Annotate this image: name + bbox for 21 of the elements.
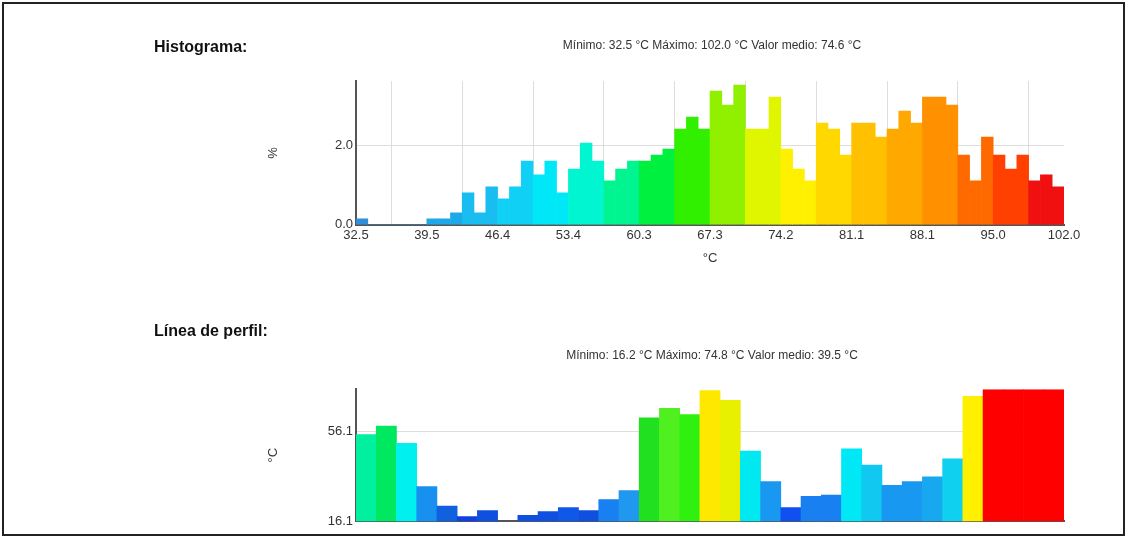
y-axis-title: °C — [265, 447, 281, 463]
text: Línea de perfil: — [154, 322, 268, 340]
x-tick-label: 67.3 — [697, 227, 723, 243]
x-tick-label: 102.0 — [1047, 227, 1081, 243]
y-tick-label: 56.1 — [327, 423, 353, 439]
x-tick-label: 32.5 — [343, 227, 369, 243]
x-tick-label: 81.1 — [838, 227, 865, 243]
chart-subtitle: Mínimo: 16.2 °C Máximo: 74.8 °C Valor medio: 39.5 °C — [565, 348, 859, 362]
x-tick-label: 39.5 — [414, 227, 440, 243]
x-tick-label: 95.0 — [980, 227, 1006, 243]
x-axis-title: °C — [702, 249, 718, 265]
x-tick-label: 60.3 — [626, 227, 652, 243]
x-tick-label: 74.2 — [768, 227, 794, 243]
chart-subtitle: Mínimo: 32.5 °C Máximo: 102.0 °C Valor medio: 74.6 °C — [561, 38, 863, 52]
x-tick-label: 53.4 — [555, 227, 582, 243]
y-tick-label: 2.0 — [334, 136, 353, 152]
y-tick-label: 16.1 — [327, 512, 353, 528]
x-tick-label: 88.1 — [909, 227, 936, 243]
text: Histograma: — [154, 38, 248, 56]
y-axis-title: % — [265, 146, 281, 159]
x-tick-label: 46.4 — [484, 227, 511, 243]
